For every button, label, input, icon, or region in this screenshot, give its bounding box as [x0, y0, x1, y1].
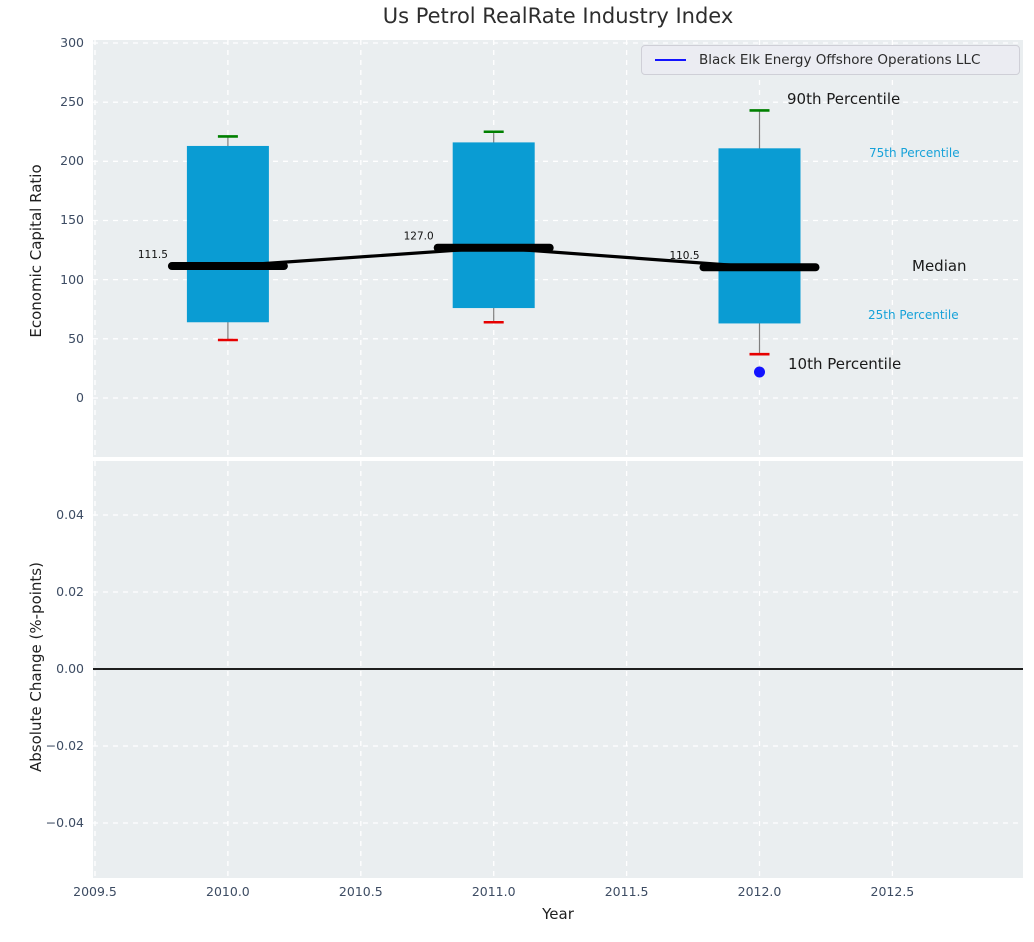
box-2012	[719, 148, 801, 323]
y-axis-label-top: Economic Capital Ratio	[27, 164, 45, 337]
y-tick-label-bottom: 0.02	[56, 584, 84, 599]
x-tick-label: 2011.0	[472, 884, 516, 899]
chart-title: Us Petrol RealRate Industry Index	[93, 4, 1023, 28]
median-value-label-2010: 111.5	[138, 249, 168, 261]
y-tick-label-top: 300	[60, 35, 84, 50]
company-point	[754, 366, 765, 377]
y-tick-label-bottom: −0.02	[46, 738, 84, 753]
x-tick-label: 2009.5	[73, 884, 117, 899]
x-tick-label: 2012.0	[738, 884, 782, 899]
x-tick-label: 2011.5	[605, 884, 649, 899]
y-tick-label-top: 100	[60, 272, 84, 287]
median-value-label-2012: 110.5	[669, 250, 699, 262]
annotation-median: Median	[912, 259, 967, 274]
annotation-75th-percentile: 75th Percentile	[869, 147, 960, 159]
median-value-label-2011: 127.0	[404, 231, 434, 243]
figure: 111.5 127.0 110.5 Us Petrol RealRate Indus…	[0, 0, 1034, 942]
x-tick-label: 2010.0	[206, 884, 250, 899]
chart-canvas: 111.5 127.0 110.5	[0, 0, 1034, 942]
annotation-90th-percentile: 90th Percentile	[787, 92, 900, 107]
y-tick-label-bottom: −0.04	[46, 815, 84, 830]
y-axis-label-bottom: Absolute Change (%-points)	[27, 562, 45, 772]
y-tick-label-bottom: 0.00	[56, 661, 84, 676]
y-tick-label-top: 250	[60, 94, 84, 109]
legend-line-sample	[655, 59, 686, 61]
annotation-10th-percentile: 10th Percentile	[788, 357, 901, 372]
x-tick-label: 2012.5	[871, 884, 915, 899]
y-tick-label-top: 150	[60, 212, 84, 227]
x-tick-label: 2010.5	[339, 884, 383, 899]
annotation-25th-percentile: 25th Percentile	[868, 309, 959, 321]
legend: Black Elk Energy Offshore Operations LLC	[641, 45, 1020, 75]
y-tick-label-top: 50	[68, 331, 84, 346]
y-tick-label-top: 0	[76, 390, 84, 405]
y-tick-label-bottom: 0.04	[56, 507, 84, 522]
box-2011	[453, 142, 535, 308]
legend-label: Black Elk Energy Offshore Operations LLC	[699, 52, 980, 68]
box-2010	[187, 146, 269, 322]
y-tick-label-top: 200	[60, 153, 84, 168]
x-axis-label: Year	[542, 905, 574, 923]
